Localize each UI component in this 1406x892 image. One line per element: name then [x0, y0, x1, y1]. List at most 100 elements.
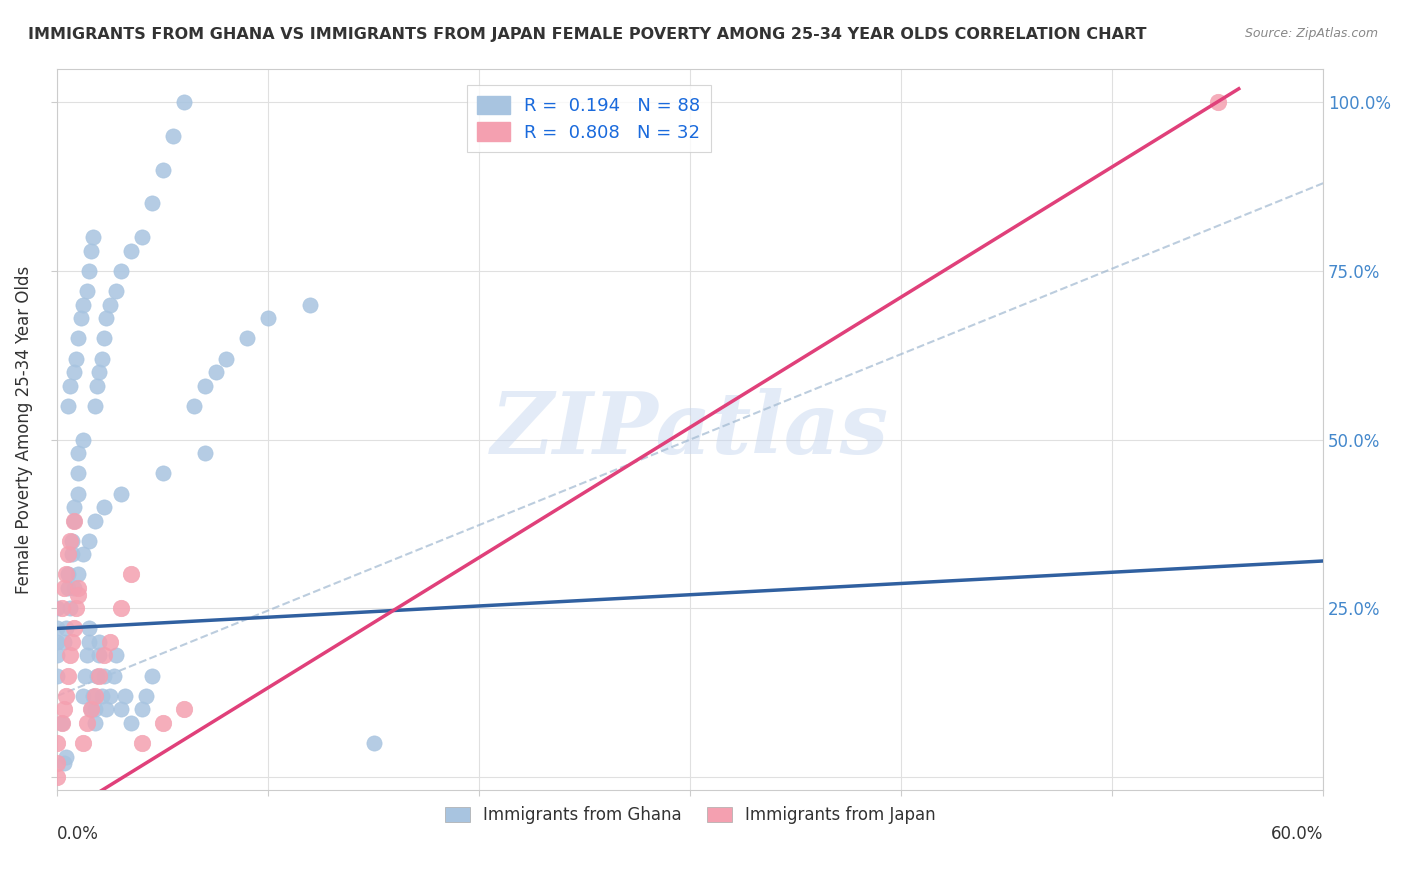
Point	[65, 351, 87, 366]
Point	[51, 601, 73, 615]
Point	[93, 668, 115, 682]
Point	[257, 311, 280, 326]
Point	[77, 635, 100, 649]
Point	[59, 601, 82, 615]
Point	[56, 547, 79, 561]
Point	[72, 433, 94, 447]
Point	[93, 331, 115, 345]
Point	[194, 378, 217, 392]
Point	[55, 567, 77, 582]
Text: IMMIGRANTS FROM GHANA VS IMMIGRANTS FROM JAPAN FEMALE POVERTY AMONG 25-34 YEAR O: IMMIGRANTS FROM GHANA VS IMMIGRANTS FROM…	[28, 27, 1147, 42]
Point	[84, 715, 107, 730]
Point	[89, 668, 111, 682]
Point	[173, 95, 195, 110]
Point	[84, 702, 107, 716]
Point	[46, 770, 69, 784]
Point	[67, 467, 90, 481]
Point	[55, 749, 77, 764]
Point	[46, 756, 69, 771]
Point	[52, 702, 75, 716]
Point	[120, 715, 142, 730]
Point	[131, 736, 153, 750]
Point	[120, 244, 142, 258]
Text: 0.0%: 0.0%	[58, 825, 100, 843]
Point	[63, 500, 86, 514]
Point	[162, 128, 184, 143]
Point	[76, 715, 98, 730]
Point	[76, 648, 98, 663]
Point	[120, 567, 142, 582]
Point	[63, 514, 86, 528]
Point	[89, 648, 111, 663]
Point	[52, 581, 75, 595]
Point	[98, 689, 121, 703]
Point	[98, 298, 121, 312]
Point	[67, 486, 90, 500]
Point	[236, 331, 259, 345]
Point	[110, 264, 132, 278]
Point	[82, 230, 104, 244]
Point	[80, 244, 103, 258]
Point	[89, 635, 111, 649]
Point	[67, 331, 90, 345]
Point	[60, 635, 83, 649]
Point	[52, 756, 75, 771]
Text: ZIPatlas: ZIPatlas	[491, 388, 889, 471]
Point	[67, 588, 90, 602]
Point	[141, 668, 163, 682]
Point	[173, 702, 195, 716]
Point	[72, 736, 94, 750]
Point	[63, 365, 86, 379]
Point	[194, 446, 217, 460]
Point	[51, 715, 73, 730]
Y-axis label: Female Poverty Among 25-34 Year Olds: Female Poverty Among 25-34 Year Olds	[15, 265, 32, 593]
Point	[52, 635, 75, 649]
Point	[65, 601, 87, 615]
Point	[183, 399, 205, 413]
Point	[141, 196, 163, 211]
Point	[46, 635, 69, 649]
Point	[204, 365, 226, 379]
Point	[56, 567, 79, 582]
Point	[77, 264, 100, 278]
Point	[84, 514, 107, 528]
Text: 60.0%: 60.0%	[1271, 825, 1323, 843]
Point	[363, 736, 385, 750]
Point	[114, 689, 136, 703]
Point	[80, 702, 103, 716]
Point	[215, 351, 238, 366]
Point	[67, 446, 90, 460]
Point	[72, 298, 94, 312]
Point	[103, 668, 125, 682]
Point	[1206, 95, 1229, 110]
Point	[55, 689, 77, 703]
Point	[67, 581, 90, 595]
Point	[60, 547, 83, 561]
Point	[59, 378, 82, 392]
Point	[135, 689, 157, 703]
Point	[51, 715, 73, 730]
Point	[67, 567, 90, 582]
Point	[93, 648, 115, 663]
Point	[46, 668, 69, 682]
Point	[131, 230, 153, 244]
Point	[90, 351, 112, 366]
Point	[98, 635, 121, 649]
Point	[56, 399, 79, 413]
Point	[110, 601, 132, 615]
Point	[110, 702, 132, 716]
Point	[89, 365, 111, 379]
Point	[56, 581, 79, 595]
Point	[60, 533, 83, 548]
Point	[90, 689, 112, 703]
Point	[80, 702, 103, 716]
Point	[131, 702, 153, 716]
Point	[59, 533, 82, 548]
Point	[94, 311, 117, 326]
Point	[152, 162, 174, 177]
Point	[55, 622, 77, 636]
Point	[76, 284, 98, 298]
Legend: Immigrants from Ghana, Immigrants from Japan: Immigrants from Ghana, Immigrants from J…	[436, 797, 943, 832]
Point	[105, 284, 128, 298]
Point	[299, 298, 322, 312]
